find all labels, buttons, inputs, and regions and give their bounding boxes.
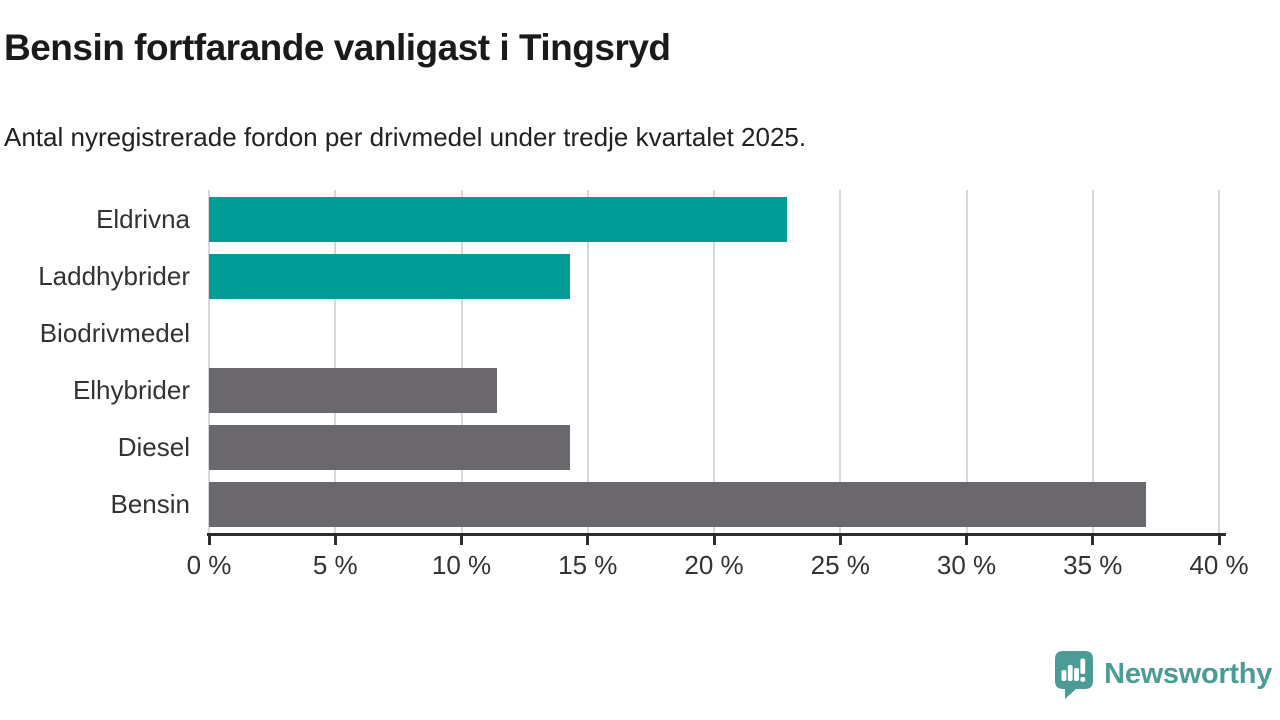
x-axis-tick-label: 5 % [312,550,358,580]
gridline [839,190,842,533]
newsworthy-logo: Newsworthy [1054,650,1272,700]
gridline [713,190,715,533]
gridline [1218,190,1220,533]
category-label: Diesel [117,432,190,462]
newsworthy-logo-icon [1055,651,1094,699]
gridline [460,190,463,533]
x-axis-line [207,533,1226,536]
bar-bensin [209,482,1146,527]
category-label: Biodrivmedel [39,318,190,348]
category-label: Bensin [110,489,191,519]
x-axis-tick-label: 25 % [810,550,870,580]
gridline [1091,190,1094,533]
x-axis-tick-label: 40 % [1189,550,1249,580]
bar-elhybrider [209,368,497,413]
bar-diesel [209,425,571,470]
x-axis-tick-label: 30 % [936,550,997,580]
x-axis-tick [712,536,716,545]
x-axis-tick [965,536,968,545]
gridline [334,190,337,533]
plot-area [208,190,1220,533]
gridline [208,190,210,533]
category-label: Eldrivna [96,204,190,234]
x-axis-tick [586,536,590,545]
chart-subtitle: Antal nyregistrerade fordon per drivmede… [4,122,807,152]
chart-title: Bensin fortfarande vanligast i Tingsryd [4,27,671,68]
y-axis-labels: Eldrivna Laddhybrider Biodrivmedel Elhybrid… [0,190,190,533]
x-axis-tick [838,536,842,545]
category-label: Elhybrider [72,375,190,405]
newsworthy-brand-text: Newsworthy [1104,658,1272,690]
bar-laddhybrider [209,254,571,299]
x-axis-tick-label: 20 % [684,550,744,580]
x-axis-tick [460,536,463,545]
x-axis-tick-label: 0 % [186,550,232,580]
x-axis-tick [1217,536,1221,545]
category-label: Laddhybrider [38,261,190,291]
x-axis-tick [333,536,337,545]
bar-eldrivna [209,197,788,242]
x-axis-tick-label: 15 % [558,550,618,580]
x-axis-tick [207,536,211,545]
x-axis-tick [1091,536,1095,545]
x-axis-tick-label: 35 % [1063,550,1123,580]
x-axis-tick-label: 10 % [431,550,492,580]
gridline [965,190,968,533]
gridline [586,190,589,533]
